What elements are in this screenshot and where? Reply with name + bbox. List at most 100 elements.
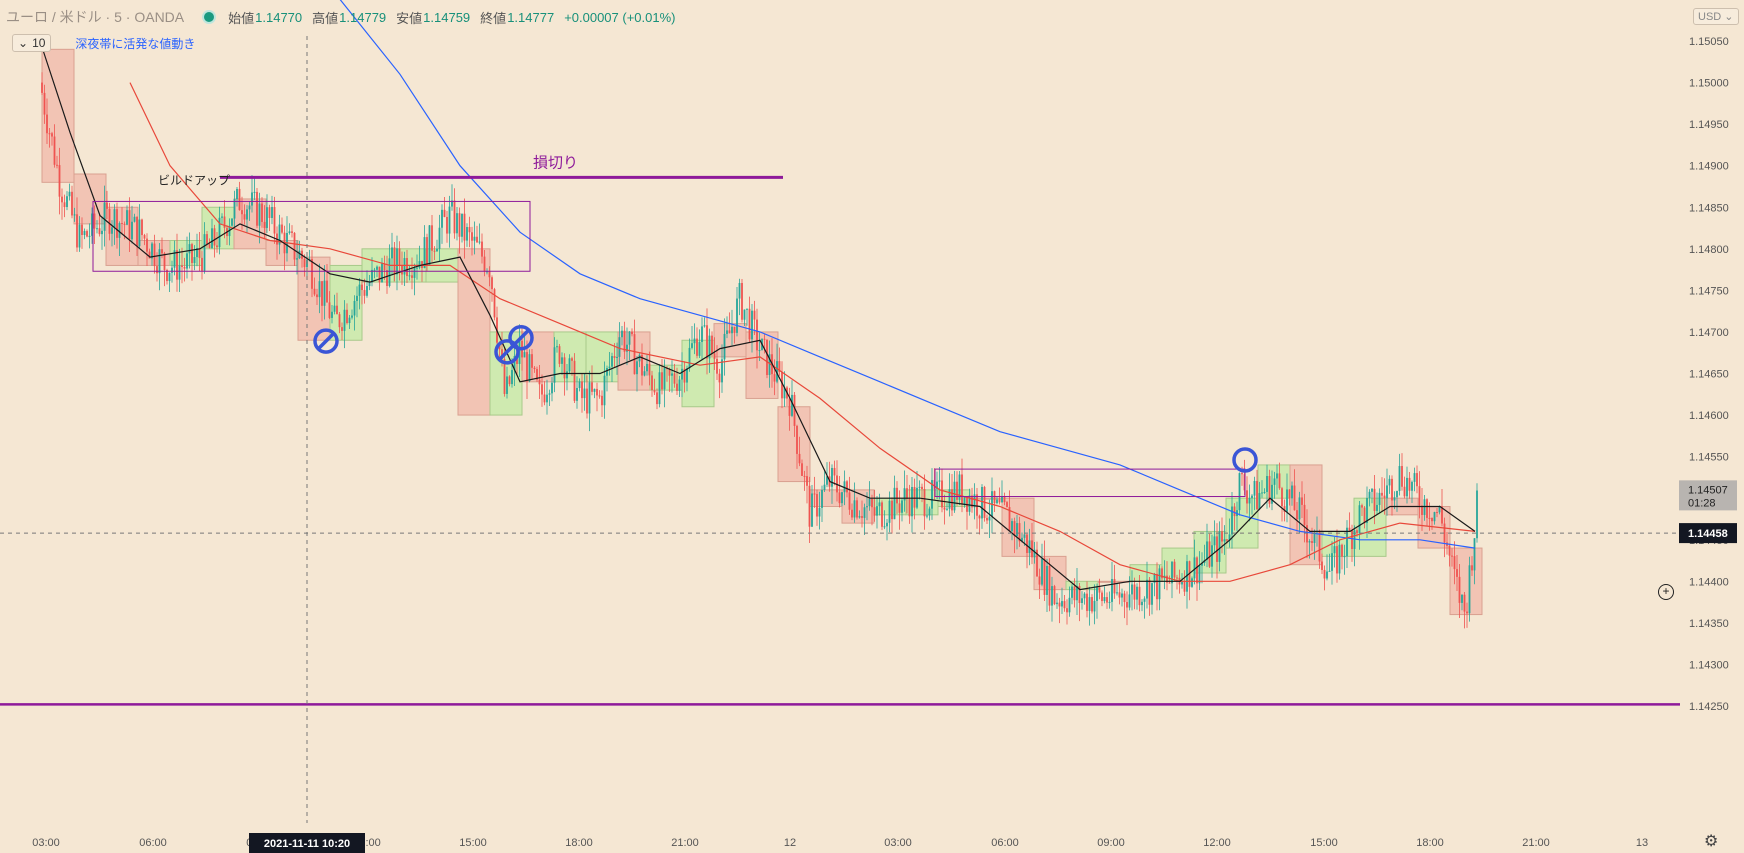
candle-body: [1391, 478, 1393, 501]
candle-body: [681, 368, 683, 380]
candle-body: [913, 486, 916, 508]
candle-body: [1303, 504, 1306, 526]
candle-body: [581, 381, 583, 399]
candle-body: [458, 213, 461, 237]
candle-body: [243, 214, 246, 220]
candle-body: [1296, 510, 1298, 520]
candle-body: [906, 488, 908, 499]
candle-body: [831, 467, 833, 487]
candle-body: [83, 231, 86, 235]
candle-body: [1121, 593, 1123, 598]
candle-body: [813, 493, 816, 495]
candle-body: [593, 388, 596, 392]
candle-body: [158, 249, 161, 274]
indicator-label[interactable]: 深夜帯に活発な値動き: [75, 36, 196, 51]
candle-body: [1393, 497, 1396, 501]
candle-body: [113, 209, 116, 228]
x-tick-label: 03:00: [32, 837, 60, 849]
candle-body: [526, 352, 528, 382]
gear-icon[interactable]: ⚙: [1704, 833, 1719, 850]
candle-body: [116, 209, 118, 238]
candle-body: [1383, 495, 1386, 499]
candle-body: [566, 371, 568, 379]
candle-body: [781, 371, 783, 399]
candle-body: [961, 474, 963, 505]
candle-body: [138, 219, 141, 247]
candle-body: [1013, 521, 1016, 537]
candle-body: [708, 335, 711, 359]
candle-body: [88, 235, 91, 237]
candle-body: [1221, 531, 1223, 542]
candle-body: [471, 232, 473, 241]
candle-body: [793, 394, 796, 426]
candle-body: [938, 480, 941, 482]
candle-body: [886, 522, 888, 527]
candle-body: [366, 286, 368, 296]
candle-body: [356, 295, 358, 301]
candle-body: [883, 526, 886, 528]
candle-body: [1321, 561, 1323, 570]
currency-selector[interactable]: USD ⌄: [1693, 8, 1739, 25]
marker-circle: [1232, 447, 1258, 473]
add-alert-icon[interactable]: +: [1658, 584, 1674, 600]
candle-body: [161, 249, 163, 254]
candle-body: [1441, 506, 1443, 524]
candle-body: [236, 188, 238, 200]
candle-body: [868, 498, 871, 507]
candle-body: [506, 376, 508, 394]
candle-body: [948, 489, 951, 509]
symbol-title[interactable]: ユーロ / 米ドル · 5 · OANDA: [6, 9, 185, 25]
candle-body: [373, 269, 376, 271]
stoploss-label: 損切り: [533, 154, 578, 171]
candle-body: [711, 335, 713, 354]
candle-body: [448, 206, 451, 234]
candle-body: [561, 357, 563, 364]
candle-body: [398, 248, 401, 267]
candle-body: [723, 333, 726, 360]
candle-body: [1063, 601, 1066, 609]
candle-body: [618, 337, 621, 357]
candle-body: [1311, 541, 1313, 543]
chevron-down-icon: ⌄: [18, 36, 29, 50]
y-tick-label: 1.14550: [1689, 452, 1729, 464]
candle-body: [408, 275, 411, 277]
candle-body: [361, 284, 363, 291]
candle-body: [763, 338, 766, 340]
candle-body: [1173, 561, 1176, 578]
candle-body: [728, 330, 731, 334]
candle-body: [131, 221, 133, 240]
candle-body: [1126, 602, 1128, 608]
candle-body: [53, 136, 56, 165]
candle-body: [1463, 594, 1466, 612]
candle-body: [788, 398, 791, 416]
candle-body: [1051, 586, 1053, 606]
marker-circle: [508, 325, 534, 351]
candle-body: [1476, 490, 1478, 539]
candle-body: [103, 202, 106, 231]
candle-body: [293, 232, 296, 260]
candle-body: [318, 281, 321, 298]
candle-body: [176, 250, 178, 280]
indicator-row: ⌄ 10 深夜帯に活発な値動き: [12, 34, 195, 52]
candle-body: [1281, 488, 1283, 507]
candle-body: [93, 213, 96, 229]
candle-body: [1456, 569, 1458, 577]
candle-body: [1066, 608, 1068, 613]
candle-body: [1043, 558, 1046, 595]
candle-body: [753, 310, 756, 320]
candle-body: [108, 208, 111, 234]
collapse-indicators-button[interactable]: ⌄ 10: [12, 34, 52, 52]
candle-body: [803, 475, 806, 477]
candle-body: [181, 265, 183, 267]
candle-body: [693, 338, 696, 344]
candle-body: [536, 369, 538, 380]
candle-body: [1421, 505, 1423, 515]
candle-body: [1031, 540, 1033, 558]
candle-body: [1326, 571, 1328, 579]
candle-body: [548, 393, 551, 395]
candle-body: [1238, 473, 1241, 511]
candle-body: [223, 216, 226, 228]
candle-body: [513, 356, 516, 371]
candle-body: [1216, 536, 1218, 562]
